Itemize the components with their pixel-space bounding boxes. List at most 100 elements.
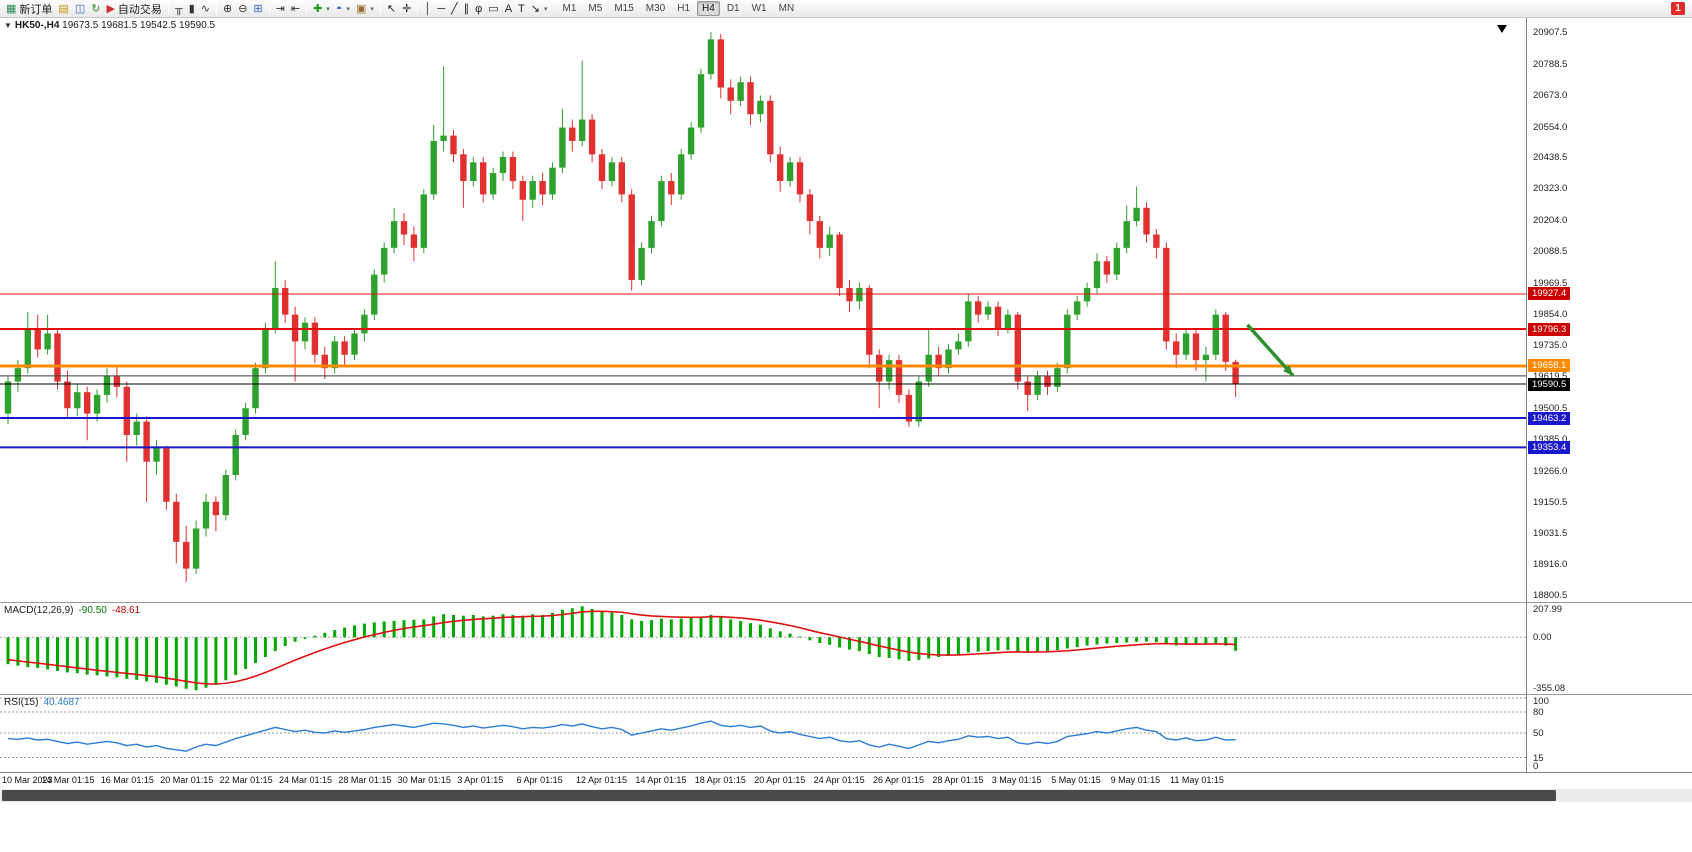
zoom-in-button[interactable]: ⊕ [220,1,235,17]
text-button[interactable]: A [502,1,515,17]
autotrade-button[interactable]: ▶ 自动交易 [103,1,164,17]
horizontal-line-button[interactable]: ─ [434,1,448,17]
timeframe-m30-button[interactable]: M30 [645,3,666,14]
zoom-out-icon: ⊖ [238,2,248,15]
vertical-line-button[interactable]: │ [421,1,434,17]
timeframe-h4-button[interactable]: H4 [697,1,720,16]
candle [1024,381,1031,395]
chevron-down-icon[interactable]: ▾ [326,5,330,13]
macd-histogram-bar [798,636,802,638]
time-label: 24 Mar 01:15 [279,775,333,785]
candle [93,394,101,414]
candle [311,322,319,355]
data-window-button[interactable]: ◫ [72,1,88,17]
candle [183,541,190,569]
candle [1034,376,1041,395]
rsi-axis[interactable]: 100 80 50 15 0 [1526,695,1692,772]
templates-button[interactable]: ▣ ▾ [353,1,377,17]
trend-arrow-head[interactable] [1282,365,1294,376]
macd-histogram-bar [125,637,129,679]
candle [103,376,111,395]
channel-button[interactable]: ∥ [461,1,473,17]
candle [113,376,121,387]
toolbar-separator [306,2,308,15]
timeframe-m15-button[interactable]: M15 [614,3,634,14]
chevron-down-icon[interactable]: ▾ [346,5,350,13]
rsi-canvas[interactable] [0,695,1526,772]
timeframe-h1-button[interactable]: H1 [677,3,691,14]
fibonacci-button[interactable]: φ [472,1,485,17]
bar-chart-type-button[interactable]: ╥ [172,1,186,17]
macd-histogram-bar [828,637,832,645]
refresh-button[interactable]: ↻ [88,1,103,17]
price-axis[interactable]: 20907.5 20788.5 20673.0 20554.0 20438.5 20323… [1526,18,1692,602]
zoom-in-icon: ⊕ [222,2,233,15]
macd-histogram-bar [115,637,119,678]
candle [678,154,685,195]
toolbar-separator [417,2,419,15]
crosshair-button[interactable]: ✛ [399,1,414,17]
macd-histogram-bar [1065,637,1069,649]
trend-arrow[interactable] [1246,323,1295,377]
chart-shift-button[interactable]: ⇤ [288,1,303,17]
macd-histogram-bar [135,637,139,680]
macd-histogram-bar [600,611,604,638]
time-axis[interactable]: 10 Mar 2023 14 Mar 01:15 16 Mar 01:15 20 Ma… [0,772,1692,788]
macd-histogram-bar [699,616,703,638]
time-label: 16 Mar 01:15 [100,775,154,785]
axis-tick: 19031.5 [1533,528,1568,540]
collapse-icon[interactable]: ▼ [4,21,12,30]
candle [460,154,467,182]
shapes-button[interactable]: ▭ [485,1,501,17]
time-label: 10 Mar 2023 [2,775,53,785]
macd-histogram-bar [1174,637,1178,646]
new-order-button[interactable]: ▦ 新订单 [3,1,55,17]
macd-histogram-bar [610,612,614,638]
zoom-out-button[interactable]: ⊖ [235,1,250,17]
tile-windows-button[interactable]: ⊞ [250,1,265,17]
timeframe-m1-button[interactable]: M1 [562,3,577,14]
candle [232,434,239,476]
candle [786,162,794,182]
text-label-icon: T [518,2,525,15]
axis-tick: 0.00 [1533,632,1552,644]
candle-chart-type-button[interactable]: ▮ [186,1,198,17]
charts-button[interactable]: ▤ [55,1,71,17]
bar-chart-icon: ╥ [174,2,183,15]
periods-button[interactable]: ◓ ▾ [333,1,353,17]
indicators-button[interactable]: ✚ ▾ [310,1,333,17]
macd-histogram-bar [838,637,842,648]
auto-scroll-button[interactable]: ⇥ [273,1,288,17]
trendline-button[interactable]: ╱ [448,1,461,17]
toolbar-separator [167,2,169,15]
rsi-label: RSI(15) 40.4687 [4,697,80,708]
candle [361,314,368,334]
chart-shift-marker[interactable] [1497,25,1507,33]
horizontal-scrollbar[interactable] [0,789,1692,802]
candle [588,119,596,155]
timeframe-w1-button[interactable]: W1 [751,3,767,14]
cursor-button[interactable]: ↖ [384,1,399,17]
arrows-button[interactable]: ↘ ▾ [528,1,551,17]
macd-histogram-bar [75,637,79,674]
macd-canvas[interactable] [0,603,1526,694]
toolbar-separator [379,2,381,15]
chevron-down-icon[interactable]: ▾ [370,5,374,13]
timeframe-m5-button[interactable]: M5 [588,3,603,14]
time-label: 26 Apr 01:15 [873,775,925,785]
macd-histogram-bar [749,623,752,638]
candle [4,381,12,414]
timeframe-mn-button[interactable]: MN [778,3,795,14]
axis-tick: 20673.0 [1533,89,1568,101]
candle [499,156,507,174]
macd-histogram-bar [709,614,713,638]
timeframe-d1-button[interactable]: D1 [726,3,740,14]
main-chart-canvas[interactable] [0,18,1526,602]
line-chart-type-button[interactable]: ∿ [198,1,213,17]
chevron-down-icon[interactable]: ▾ [543,5,548,13]
text-label-button[interactable]: T [515,1,528,17]
macd-axis[interactable]: 207.99 0.00 -355.08 [1526,603,1692,694]
rsi-value: 40.4687 [43,697,80,708]
scrollbar-thumb[interactable] [2,790,1556,801]
notification-badge[interactable]: 1 [1671,2,1685,15]
